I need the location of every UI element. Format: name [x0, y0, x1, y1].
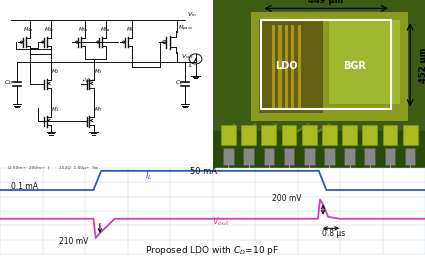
Text: $I_L$: $I_L$ [188, 61, 193, 70]
Bar [344, 148, 355, 165]
Bar [223, 148, 234, 165]
Bar [278, 25, 281, 109]
Bar [324, 148, 335, 165]
Text: Proposed LDO with $C_D$=10 pF: Proposed LDO with $C_D$=10 pF [145, 244, 280, 257]
Text: $M_7$: $M_7$ [94, 105, 102, 114]
Text: $M_{pass}$: $M_{pass}$ [178, 24, 193, 34]
Text: Ω 50m÷  200m÷  |      -152Ω  1.00μ÷  9a: Ω 50m÷ 200m÷ | -152Ω 1.00μ÷ 9a [8, 166, 98, 170]
Bar [304, 148, 314, 165]
Text: $\bullet V_{ref}$: $\bullet V_{ref}$ [81, 76, 95, 85]
Text: $C_D$: $C_D$ [4, 78, 14, 87]
Text: $C_L$: $C_L$ [175, 78, 184, 87]
Bar [291, 25, 294, 109]
Text: 210 mV: 210 mV [60, 237, 89, 246]
Bar [322, 125, 337, 145]
Bar [259, 20, 323, 113]
Bar [261, 20, 391, 109]
Text: $M_1$: $M_1$ [51, 105, 60, 114]
Bar [385, 148, 395, 165]
Text: $M_{4b}$: $M_{4b}$ [44, 25, 56, 34]
Bar [281, 125, 296, 145]
Bar [364, 148, 375, 165]
Bar [261, 125, 276, 145]
Text: $I_L$: $I_L$ [145, 169, 153, 182]
Text: $M_{5a}$: $M_{5a}$ [100, 25, 111, 34]
Text: $V_{in}$: $V_{in}$ [187, 10, 197, 19]
Text: LDO: LDO [276, 61, 298, 71]
Bar [264, 148, 274, 165]
Bar [284, 148, 294, 165]
Text: $M_6$: $M_6$ [126, 25, 135, 34]
Bar [405, 148, 415, 165]
Text: BGR: BGR [343, 61, 366, 71]
Bar [251, 12, 408, 121]
Bar [241, 125, 256, 145]
Text: $M_2$: $M_2$ [51, 67, 60, 76]
Text: $V_{out}$: $V_{out}$ [181, 52, 194, 61]
Bar [302, 125, 317, 145]
Bar [285, 25, 288, 109]
Bar [362, 125, 377, 145]
Text: 452 μm: 452 μm [419, 48, 425, 83]
Bar [272, 25, 275, 109]
Text: 0.1 mA: 0.1 mA [11, 182, 38, 191]
Bar [402, 125, 417, 145]
Text: 200 mV: 200 mV [272, 193, 301, 203]
Bar [342, 125, 357, 145]
Text: 449 μm: 449 μm [308, 0, 343, 5]
Bar [298, 25, 300, 109]
Text: $M_{4a}$: $M_{4a}$ [23, 25, 34, 34]
Bar [212, 131, 425, 168]
Text: 50 mA: 50 mA [190, 168, 218, 176]
Text: $M_3$: $M_3$ [94, 67, 102, 76]
Text: $M_{5b}$: $M_{5b}$ [78, 25, 90, 34]
Bar [243, 148, 254, 165]
Bar [221, 125, 236, 145]
Bar [329, 20, 400, 104]
Text: 0.8 μs: 0.8 μs [322, 229, 346, 238]
Bar [382, 125, 397, 145]
Text: $V_{out}$: $V_{out}$ [212, 216, 230, 228]
